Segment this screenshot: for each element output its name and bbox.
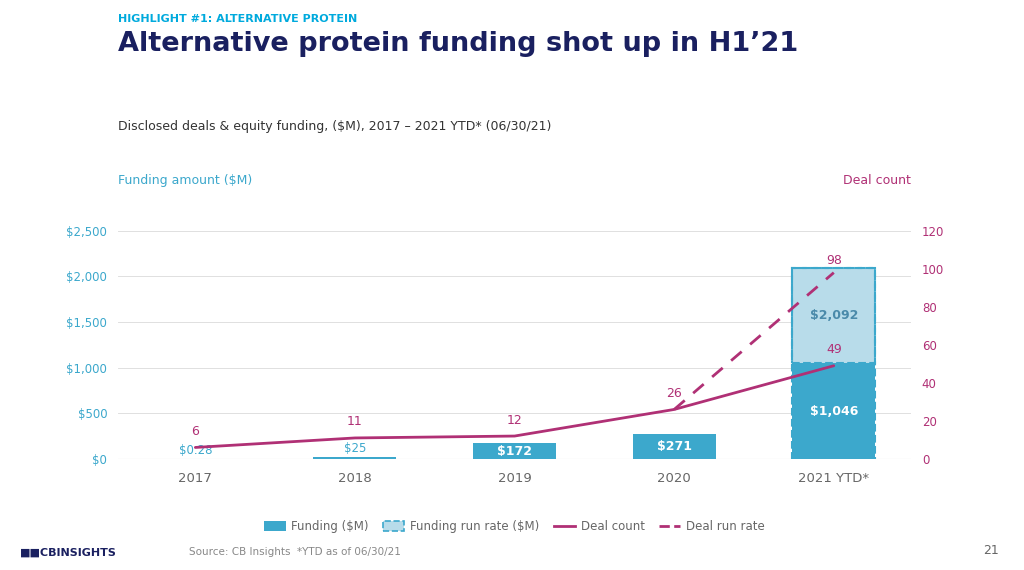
Text: 98: 98 [825,254,842,267]
Text: $1,046: $1,046 [810,405,858,418]
Text: 26: 26 [667,387,682,400]
Bar [473,443,556,459]
Bar [793,268,876,364]
Text: Alternative protein funding shot up in H1’21: Alternative protein funding shot up in H… [118,31,798,58]
Text: $25: $25 [344,442,367,455]
Text: $2,092: $2,092 [810,310,858,322]
Text: 49: 49 [826,343,842,356]
Text: $0.28: $0.28 [178,445,212,458]
Text: HIGHLIGHT #1: ALTERNATIVE PROTEIN: HIGHLIGHT #1: ALTERNATIVE PROTEIN [118,14,357,25]
Text: Funding amount ($M): Funding amount ($M) [118,174,252,187]
Text: 21: 21 [983,544,998,557]
Bar [313,457,396,459]
Bar [633,434,716,459]
Text: $271: $271 [656,440,691,453]
Bar [793,364,876,459]
Bar [793,268,876,459]
Text: Deal count: Deal count [844,174,911,187]
Text: Source: CB Insights  *YTD as of 06/30/21: Source: CB Insights *YTD as of 06/30/21 [189,547,401,557]
Text: 12: 12 [507,414,522,426]
Legend: Funding ($M), Funding run rate ($M), Deal count, Deal run rate: Funding ($M), Funding run rate ($M), Dea… [264,520,765,533]
Text: ■■CBINSIGHTS: ■■CBINSIGHTS [20,547,118,557]
Text: $172: $172 [497,445,532,458]
Text: Disclosed deals & equity funding, ($M), 2017 – 2021 YTD* (06/30/21): Disclosed deals & equity funding, ($M), … [118,120,551,133]
Text: 6: 6 [191,425,200,438]
Text: 11: 11 [347,416,362,429]
Bar [793,268,876,364]
